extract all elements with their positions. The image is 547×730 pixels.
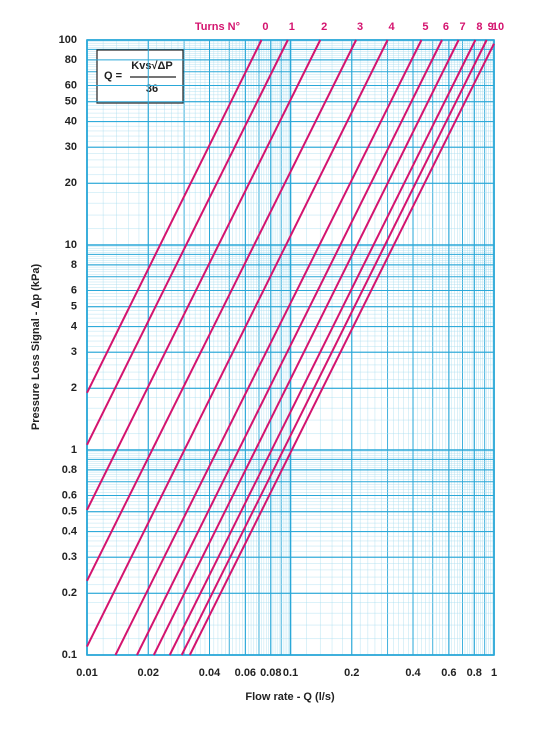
legend-label: 4 — [389, 21, 396, 33]
series-line — [114, 39, 423, 656]
x-tick-label: 0.2 — [344, 667, 359, 679]
series-line — [86, 39, 263, 394]
y-tick-label: 40 — [65, 115, 77, 127]
x-tick-label: 0.04 — [199, 667, 221, 679]
series-line — [86, 39, 389, 647]
y-tick-label: 1 — [71, 444, 77, 456]
formula-lhs: Q = — [104, 70, 122, 82]
series-line — [86, 39, 289, 446]
y-tick-label: 0.3 — [62, 551, 77, 563]
y-tick-label: 80 — [65, 54, 77, 66]
legend-title: Turns N° — [195, 21, 240, 33]
series-line — [188, 43, 495, 656]
legend-label: 7 — [460, 21, 466, 33]
y-axis-label: Pressure Loss Signal - Δp (kPa) — [30, 264, 42, 431]
series-line — [86, 39, 357, 582]
y-tick-label: 0.6 — [62, 489, 77, 501]
y-tick-label: 20 — [65, 177, 77, 189]
x-tick-label: 0.01 — [76, 667, 97, 679]
y-tick-label: 10 — [65, 239, 77, 251]
legend-label: 3 — [357, 21, 363, 33]
legend-label: 0 — [262, 21, 268, 33]
x-tick-label: 0.4 — [405, 667, 421, 679]
legend-label: 2 — [321, 21, 327, 33]
y-tick-label: 100 — [59, 34, 77, 46]
legend-label: 1 — [289, 21, 295, 33]
x-axis-label: Flow rate - Q (l/s) — [245, 691, 335, 703]
y-tick-label: 0.8 — [62, 464, 77, 476]
series-line — [180, 39, 488, 656]
x-tick-label: 0.6 — [441, 667, 456, 679]
y-tick-label: 60 — [65, 79, 77, 91]
legend-label: 10 — [492, 21, 504, 33]
x-tick-label: 0.1 — [283, 667, 298, 679]
y-tick-label: 0.5 — [62, 506, 77, 518]
y-tick-label: 2 — [71, 382, 77, 394]
y-tick-label: 3 — [71, 346, 77, 358]
y-tick-label: 5 — [71, 301, 77, 313]
y-tick-label: 0.2 — [62, 587, 77, 599]
y-tick-label: 8 — [71, 259, 77, 271]
y-tick-label: 0.4 — [62, 525, 78, 537]
plot-frame — [86, 39, 495, 656]
x-tick-label: 0.08 — [260, 667, 281, 679]
legend-label: 6 — [443, 21, 449, 33]
x-tick-label: 0.02 — [138, 667, 159, 679]
y-tick-label: 30 — [65, 141, 77, 153]
x-tick-label: 0.06 — [235, 667, 256, 679]
y-tick-label: 6 — [71, 284, 77, 296]
x-tick-label: 0.8 — [467, 667, 482, 679]
x-tick-label: 1 — [491, 667, 497, 679]
series-line — [136, 39, 443, 656]
legend-label: 8 — [476, 21, 482, 33]
formula-numerator: Kvs√ΔP — [131, 60, 172, 72]
y-tick-label: 50 — [65, 96, 77, 108]
legend-label: 9 — [488, 21, 494, 33]
series-line — [86, 39, 322, 511]
y-tick-label: 4 — [71, 320, 78, 332]
series-line — [152, 39, 460, 656]
legend-label: 5 — [422, 21, 428, 33]
formula-denominator: 36 — [146, 83, 158, 95]
y-tick-label: 0.1 — [62, 649, 77, 661]
series-line — [168, 39, 477, 656]
